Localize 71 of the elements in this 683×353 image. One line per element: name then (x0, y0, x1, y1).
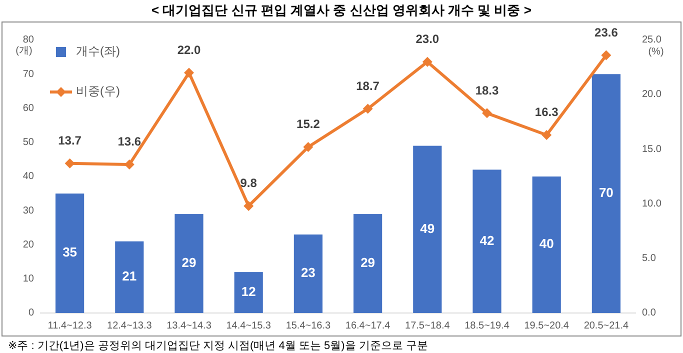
data-label: 22.0 (177, 42, 201, 57)
y2-tick-label: 15.0 (642, 144, 662, 155)
bar (532, 176, 561, 313)
data-label: 40 (539, 236, 554, 252)
chart-title: < 대기업집단 신규 편입 계열사 중 신산업 영위회사 개수 및 비중 > (152, 2, 532, 18)
data-label: 29 (360, 254, 376, 270)
x-tick-label: 14.4~15.3 (226, 320, 272, 332)
y2-tick-label: 20.0 (642, 89, 662, 100)
point (601, 50, 612, 60)
data-label: 16.3 (534, 105, 559, 120)
data-label: 12 (241, 284, 256, 299)
point (482, 108, 492, 118)
y-tick-label: 20 (22, 239, 34, 250)
bar (413, 146, 442, 313)
y-tick-label: 70 (22, 68, 34, 80)
bar (592, 74, 621, 313)
y-tick-label: 0 (28, 308, 34, 319)
x-tick-label: 15.4~16.3 (286, 320, 332, 332)
bar (55, 194, 84, 313)
y-tick-label: 60 (22, 102, 34, 114)
data-label: 18.3 (475, 83, 499, 98)
y-tick-label: 30 (22, 205, 34, 216)
x-tick-label: 16.4~17.4 (345, 320, 391, 332)
y2-tick-label: 10.0 (642, 198, 662, 210)
data-label: 21 (122, 268, 137, 284)
point (422, 56, 432, 67)
bar (353, 214, 382, 313)
data-label: 13.7 (58, 134, 82, 148)
y-tick-label: 10 (22, 274, 34, 285)
y-tick-label: 50 (22, 137, 34, 148)
legend-label: 비중(우) (76, 84, 120, 98)
point (303, 142, 314, 152)
y-tick-label: 80 (22, 34, 34, 46)
text: ※주 : 기간(1년)은 공정위의 대기업집단 지정 시점(매년 4월 또는 5월)을 기준으로 구분 (8, 340, 428, 352)
y2-tick-label: 5.0 (642, 253, 656, 264)
point (362, 104, 373, 114)
point (184, 68, 194, 78)
point (244, 200, 254, 211)
point (124, 159, 134, 170)
bar (174, 214, 204, 313)
bar (234, 272, 263, 313)
y-tick-label: 40 (22, 171, 34, 182)
data-label: 13.6 (118, 134, 142, 149)
legend-label: 개수(좌) (76, 44, 120, 58)
y-axis-title: (개) (16, 46, 32, 57)
bar (472, 170, 502, 313)
y2-tick-label: 0.0 (642, 308, 656, 319)
data-label: 23.6 (594, 25, 618, 40)
data-label: 23.0 (416, 32, 440, 46)
data-label: 42 (480, 232, 494, 248)
data-label: 49 (420, 220, 435, 236)
data-label: 15.2 (296, 117, 320, 132)
data-label: 70 (598, 185, 614, 200)
x-tick-label: 18.5~19.4 (464, 320, 510, 332)
data-label: 9.8 (240, 176, 258, 190)
point (64, 158, 75, 168)
point (542, 130, 552, 140)
x-tick-label: 17.5~18.4 (405, 320, 450, 332)
y2-tick-label: 25.0 (642, 34, 662, 46)
data-label: 23 (300, 265, 316, 280)
x-tick-label: 13.4~14.3 (166, 320, 212, 332)
data-label: 29 (182, 254, 196, 270)
bar (294, 234, 323, 313)
x-tick-label: 12.4~13.3 (107, 320, 152, 332)
x-tick-label: 20.5~21.4 (584, 320, 630, 332)
data-label: 35 (62, 244, 78, 260)
y2-axis-title: (%) (648, 46, 664, 58)
x-tick-label: 11.4~12.3 (48, 320, 92, 332)
data-label: 18.7 (356, 78, 380, 93)
bar (115, 241, 144, 313)
x-tick-label: 19.5~20.4 (524, 320, 570, 332)
